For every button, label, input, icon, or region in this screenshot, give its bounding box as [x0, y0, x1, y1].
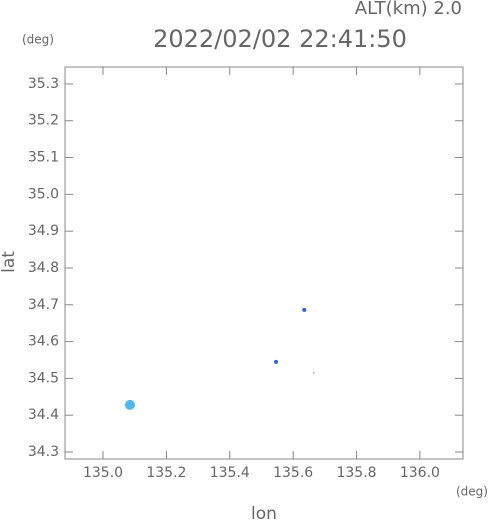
echo-point — [124, 399, 135, 410]
echo-point — [274, 359, 279, 364]
y-axis-label: lat — [0, 251, 19, 273]
y-tick-label: 35.2 — [28, 113, 59, 129]
chart-title: 2022/02/02 22:41:50 — [153, 25, 407, 53]
x-tick-label: 136.0 — [400, 465, 440, 481]
x-tick-label: 135.6 — [273, 465, 313, 481]
x-tick-label: 135.4 — [210, 465, 250, 481]
echo-point — [302, 307, 307, 312]
y-tick-label: 35.1 — [28, 150, 59, 166]
altitude-label: ALT(km) 2.0 — [355, 0, 462, 19]
y-tick-label: 34.5 — [28, 370, 59, 386]
y-tick-label: 34.4 — [28, 407, 59, 423]
x-tick-label: 135.2 — [146, 465, 186, 481]
plot-frame — [64, 66, 464, 460]
y-tick-label: 34.7 — [28, 297, 59, 313]
echo-point — [312, 372, 315, 374]
x-tick-label: 135.8 — [336, 465, 376, 481]
y-tick-label: 35.3 — [28, 76, 59, 92]
x-axis-label: lon — [251, 504, 277, 521]
y-tick-label: 34.8 — [28, 260, 59, 276]
y-unit: (deg) — [22, 33, 54, 47]
y-tick-label: 34.3 — [28, 444, 59, 460]
x-tick-label: 135.0 — [83, 465, 123, 481]
y-tick-label: 35.0 — [28, 186, 59, 202]
y-tick-label: 34.9 — [28, 223, 59, 239]
x-unit: (deg) — [456, 485, 488, 499]
y-tick-label: 34.6 — [28, 334, 59, 350]
